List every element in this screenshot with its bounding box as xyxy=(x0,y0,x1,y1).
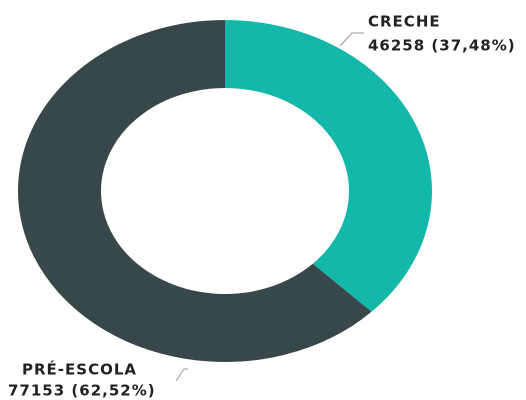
slice-label: PRÉ-ESCOLA xyxy=(22,360,137,379)
leader-line xyxy=(175,368,188,382)
slice-value-label: 77153 (62,52%) xyxy=(8,382,156,400)
slice-value-label: 46258 (37,48%) xyxy=(368,37,516,55)
donut-slice xyxy=(17,20,372,363)
slice-label: CRECHE xyxy=(368,13,441,31)
leader-line xyxy=(339,32,364,47)
donut-slice xyxy=(225,20,432,312)
